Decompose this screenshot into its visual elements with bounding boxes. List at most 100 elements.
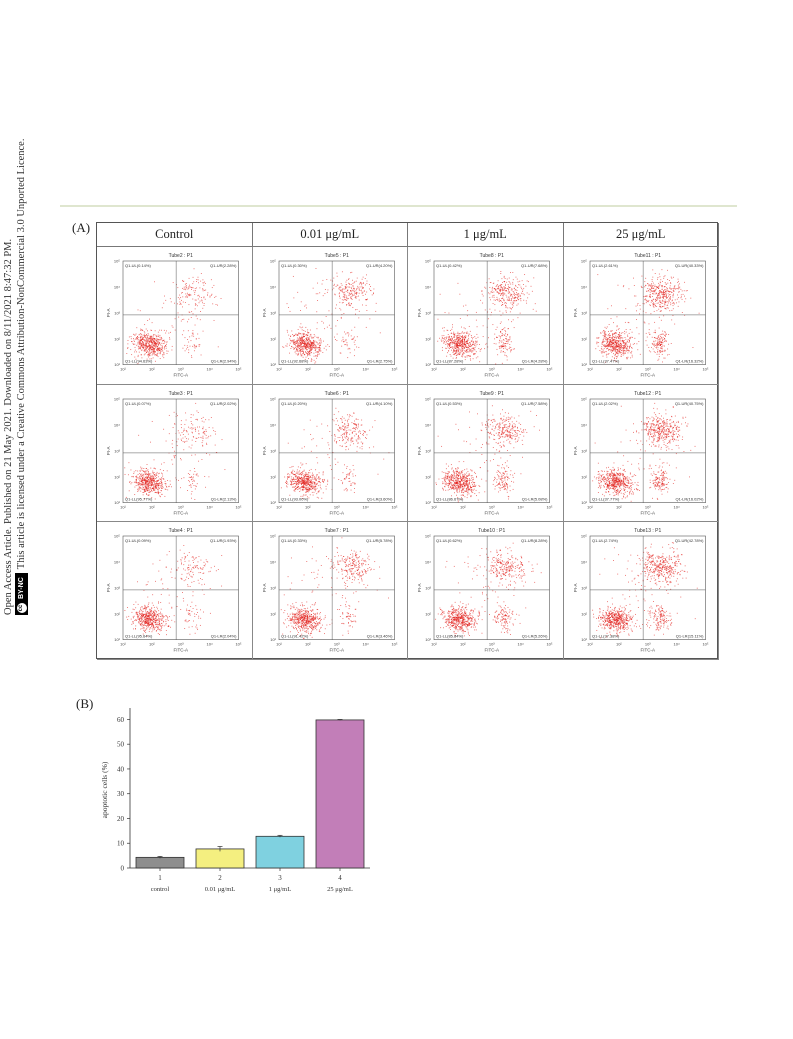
x-tick-label: 10⁴ <box>362 504 368 509</box>
event-dots <box>437 271 537 365</box>
y-tick-label: 10³ <box>270 448 276 453</box>
flow-cytometry-grid: Control 0.01 μg/mL 1 μg/mL 25 μg/mL Tube2 : … <box>96 222 719 660</box>
header-divider <box>60 205 737 207</box>
scatter-plot-cell: Tube12 : P1 10¹ 10¹ 10² 10² 10³ 10³ 10⁴ 10⁴ 10⁵ 10… <box>563 384 719 523</box>
x-tick-label: 10¹ <box>431 642 437 647</box>
quadrant-ll-label: Q1-LL(87.28%) <box>436 359 464 364</box>
y-tick-label: 10⁵ <box>269 396 275 401</box>
quadrant-ll-label: Q1-LL(37.38%) <box>592 634 620 639</box>
quadrant-lr-label: Q1-LR(2.13%) <box>211 496 237 501</box>
x-axis-label: FITC-A <box>485 510 500 515</box>
x-sublabel: 0.01 μg/mL <box>205 886 236 893</box>
quadrant-ll-label: Q1-LL(91.42%) <box>281 634 309 639</box>
x-tick-label: 10⁴ <box>518 642 524 647</box>
x-tick-label: 10¹ <box>276 642 282 647</box>
event-dots <box>124 545 223 637</box>
x-tick-label: 10⁵ <box>391 642 397 647</box>
x-tick-label: 10² <box>615 504 621 509</box>
x-tick-label: 10⁴ <box>673 367 679 372</box>
x-tick-label: 10² <box>615 642 621 647</box>
event-dots <box>594 269 700 363</box>
x-tick-label: 10⁴ <box>673 504 679 509</box>
tube-title: Tube2 : P1 <box>169 253 193 259</box>
bar <box>135 856 185 869</box>
y-tick-label: 10¹ <box>114 362 120 367</box>
quadrant-ur-label: Q1-UR(5.78%) <box>366 538 393 543</box>
quadrant-ll-label: Q1-LL(95.64%) <box>125 634 153 639</box>
y-tick-label: 10⁴ <box>269 560 275 565</box>
y-tick-label: 10⁴ <box>269 422 275 427</box>
quadrant-ll-label: Q1-LL(92.68%) <box>281 359 309 364</box>
column-header: 1 μg/mL <box>408 223 564 247</box>
apoptosis-bar-chart: 0 10 20 30 40 50 60 apoptotic cells (%) 1 control… <box>100 708 370 893</box>
quadrant-lr-label: Q1-LR(16.32%) <box>675 359 704 364</box>
tube-title: Tube7 : P1 <box>324 528 348 534</box>
event-dots <box>435 404 540 502</box>
y-tick-label: 10¹ <box>114 500 120 505</box>
plot-frame <box>433 260 550 365</box>
x-tick-label: 10² <box>149 504 155 509</box>
panel-a-label: (A) <box>72 220 91 235</box>
y-tick-label: 10³ <box>581 586 587 591</box>
x-tick-label: 10³ <box>644 504 650 509</box>
x-tick-label: 10¹ <box>431 367 437 372</box>
y-tick-label: 10⁴ <box>425 422 431 427</box>
plot-frame <box>589 260 706 365</box>
y-tick-label: 10⁵ <box>114 534 120 539</box>
y-tick-label: 10¹ <box>581 500 587 505</box>
plot-frame <box>278 260 395 365</box>
x-tick-label: 10⁴ <box>362 642 368 647</box>
x-tick-label: 10³ <box>489 367 495 372</box>
x-axis-label: FITC-A <box>174 510 189 515</box>
x-tick-label: 10⁴ <box>673 642 679 647</box>
y-tick-label: 10⁴ <box>580 284 586 289</box>
bar <box>315 719 365 869</box>
quadrant-ll-label: Q1-LL(37.47%) <box>592 359 620 364</box>
scatter-plot-cell: Tube4 : P1 10¹ 10¹ 10² 10² 10³ 10³ 10⁴ 10⁴ 10⁵ 10⁵… <box>97 522 253 660</box>
y-tick-label: 10 <box>117 840 125 848</box>
tube-title: Tube8 : P1 <box>480 253 504 259</box>
x-tick-label: 10³ <box>644 367 650 372</box>
event-dots <box>280 537 389 640</box>
quadrant-lr-label: Q1-LR(5.08%) <box>522 496 548 501</box>
quadrant-ur-label: Q1-UR(42.78%) <box>674 538 703 543</box>
quadrant-ll-label: Q1-LL(93.00%) <box>281 496 309 501</box>
plot-frame <box>433 398 550 503</box>
quadrant-ul-label: Q1-UL(0.42%) <box>436 263 462 268</box>
cc-license-badge[interactable]: cc BY-NC <box>15 573 28 615</box>
scatter-plot-cell: Tube5 : P1 10¹ 10¹ 10² 10² 10³ 10³ 10⁴ 10⁴ 10⁵ 10⁵… <box>252 247 408 385</box>
x-sublabel: 1 μg/mL <box>269 886 291 893</box>
x-tick-label: 10³ <box>489 504 495 509</box>
y-tick-label: 10¹ <box>270 500 276 505</box>
cc-logo-icon: cc <box>16 603 27 613</box>
tube-title: Tube3 : P1 <box>169 391 193 397</box>
x-tick-label: 10² <box>304 504 310 509</box>
y-tick-label: 10² <box>270 336 276 341</box>
y-tick-label: 10⁵ <box>114 396 120 401</box>
y-axis-label: PI-A <box>573 584 578 593</box>
y-tick-label: 50 <box>117 741 125 749</box>
y-tick-label: 10³ <box>425 586 431 591</box>
quadrant-lr-label: Q1-LR(16.02%) <box>675 496 704 501</box>
y-tick-label: 10² <box>581 612 587 617</box>
x-tick-label: 10⁵ <box>391 504 397 509</box>
plot-frame <box>122 536 239 641</box>
x-tick-label: 10⁴ <box>518 367 524 372</box>
quadrant-ur-label: Q1-UR(1.93%) <box>210 538 237 543</box>
plot-frame <box>589 398 706 503</box>
x-tick-label: 10¹ <box>120 642 126 647</box>
quadrant-ul-label: Q1-UL(2.61%) <box>592 263 618 268</box>
tube-title: Tube4 : P1 <box>169 528 193 534</box>
quadrant-ul-label: Q1-UL(2.74%) <box>592 538 618 543</box>
x-sublabel: control <box>151 886 170 893</box>
y-tick-label: 20 <box>117 815 125 823</box>
y-tick-label: 10³ <box>581 310 587 315</box>
x-tick-label: 3 <box>278 874 282 882</box>
y-tick-label: 10⁴ <box>580 560 586 565</box>
scatter-plot-cell: Tube6 : P1 10¹ 10¹ 10² 10² 10³ 10³ 10⁴ 10⁴ 10⁵ 10⁵… <box>252 384 408 523</box>
